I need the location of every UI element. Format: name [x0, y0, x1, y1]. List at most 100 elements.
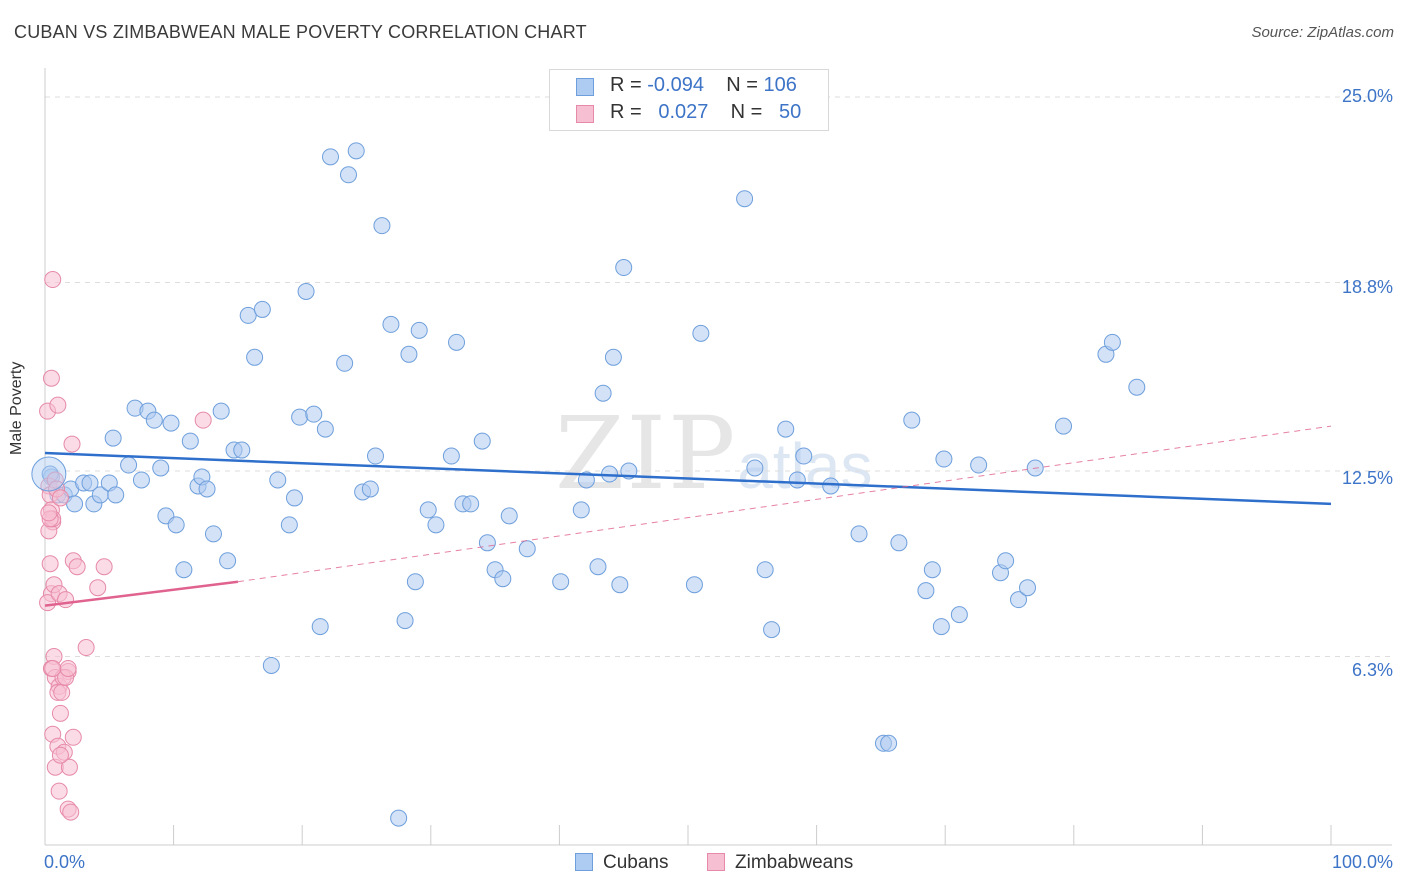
point-cubans: [494, 570, 512, 588]
point-cubans: [316, 420, 334, 438]
legend-swatch-cubans: [576, 78, 594, 96]
point-cubans: [604, 348, 622, 366]
point-zimbabweans: [53, 683, 71, 701]
point-cubans: [442, 447, 460, 465]
point-cubans: [923, 561, 941, 579]
point-zimbabweans: [68, 558, 86, 576]
point-cubans: [198, 480, 216, 498]
point-cubans: [950, 606, 968, 624]
point-zimbabweans: [51, 746, 69, 764]
point-cubans: [594, 384, 612, 402]
point-cubans: [932, 618, 950, 636]
point-zimbabweans: [51, 704, 69, 722]
point-zimbabweans: [44, 659, 62, 677]
point-cubans: [219, 552, 237, 570]
legend-swatch-zimbabweans: [576, 105, 594, 123]
point-cubans: [572, 501, 590, 519]
chart-title: CUBAN VS ZIMBABWEAN MALE POVERTY CORRELA…: [14, 22, 587, 42]
point-cubans: [305, 405, 323, 423]
point-cubans: [1010, 591, 1028, 609]
point-cubans: [239, 306, 257, 324]
point-cubans: [246, 348, 264, 366]
point-zimbabweans: [64, 728, 82, 746]
point-cubans: [347, 142, 365, 160]
point-zimbabweans: [77, 639, 95, 657]
y-axis-label: Male Poverty: [8, 361, 25, 455]
bottom-legend-zimbabweans: Zimbabweans: [707, 852, 853, 874]
point-cubans: [917, 582, 935, 600]
point-cubans: [120, 456, 138, 474]
point-zimbabweans: [89, 579, 107, 597]
point-cubans: [736, 190, 754, 208]
point-cubans: [1019, 579, 1037, 597]
legend-r-value: 0.027: [658, 101, 709, 123]
point-cubans: [253, 300, 271, 318]
point-zimbabweans: [59, 659, 77, 677]
x-tick-label: 0.0%: [44, 852, 86, 872]
point-cubans: [204, 525, 222, 543]
point-cubans: [167, 516, 185, 534]
point-cubans: [997, 552, 1015, 570]
y-tick-label: 25.0%: [1341, 86, 1393, 106]
trend-line-extension-zimbabweans: [237, 425, 1332, 583]
point-cubans: [175, 561, 193, 579]
x-tick-label: 100.0%: [1331, 852, 1393, 872]
point-cubans: [145, 411, 163, 429]
point-cubans: [552, 573, 570, 591]
legend: R = -0.094 N = 106 R = 0.027 N = 50: [549, 69, 829, 131]
point-cubans: [935, 450, 953, 468]
point-cubans: [181, 432, 199, 450]
point-cubans: [611, 576, 629, 594]
y-tick-label: 12.5%: [1341, 468, 1393, 488]
point-cubans: [373, 217, 391, 235]
point-cubans: [518, 540, 536, 558]
watermark-zip: ZIP: [555, 395, 738, 512]
point-cubans: [336, 354, 354, 372]
point-cubans: [361, 480, 379, 498]
point-cubans-large: [31, 456, 67, 492]
point-cubans: [297, 282, 315, 300]
point-cubans: [390, 809, 408, 827]
point-zimbabweans: [62, 803, 80, 821]
point-cubans: [262, 656, 280, 674]
point-cubans: [233, 441, 251, 459]
legend-r-label: R =: [610, 101, 648, 123]
point-cubans: [448, 333, 466, 351]
point-cubans: [763, 621, 781, 639]
point-cubans: [291, 408, 309, 426]
point-cubans: [692, 324, 710, 342]
point-cubans: [880, 734, 898, 752]
point-cubans: [788, 471, 806, 489]
point-cubans: [419, 501, 437, 519]
point-cubans: [1128, 378, 1146, 396]
point-cubans: [285, 489, 303, 507]
source-label: Source: ZipAtlas.com: [1251, 24, 1394, 41]
point-zimbabweans: [63, 435, 81, 453]
trend-line-zimbabweans: [44, 580, 239, 607]
point-cubans: [382, 315, 400, 333]
point-cubans: [367, 447, 385, 465]
point-cubans: [615, 259, 633, 277]
point-zimbabweans: [95, 558, 113, 576]
point-cubans: [396, 612, 414, 630]
point-zimbabweans: [60, 758, 78, 776]
bottom-legend-label: Zimbabweans: [735, 852, 854, 873]
bottom-legend-label: Cubans: [603, 852, 669, 873]
legend-n-label: N =: [726, 74, 764, 96]
point-cubans: [795, 447, 813, 465]
point-cubans: [589, 558, 607, 576]
point-zimbabweans: [41, 555, 59, 573]
legend-r-value: -0.094: [647, 74, 704, 96]
point-cubans: [1055, 417, 1073, 435]
trend-line-cubans: [44, 451, 1332, 506]
point-cubans: [1103, 333, 1121, 351]
point-cubans: [321, 148, 339, 166]
point-zimbabweans: [50, 782, 68, 800]
point-cubans: [132, 471, 150, 489]
point-cubans: [746, 459, 764, 477]
point-zimbabweans: [49, 396, 67, 414]
point-cubans: [890, 534, 908, 552]
point-cubans: [406, 573, 424, 591]
point-cubans: [577, 471, 595, 489]
